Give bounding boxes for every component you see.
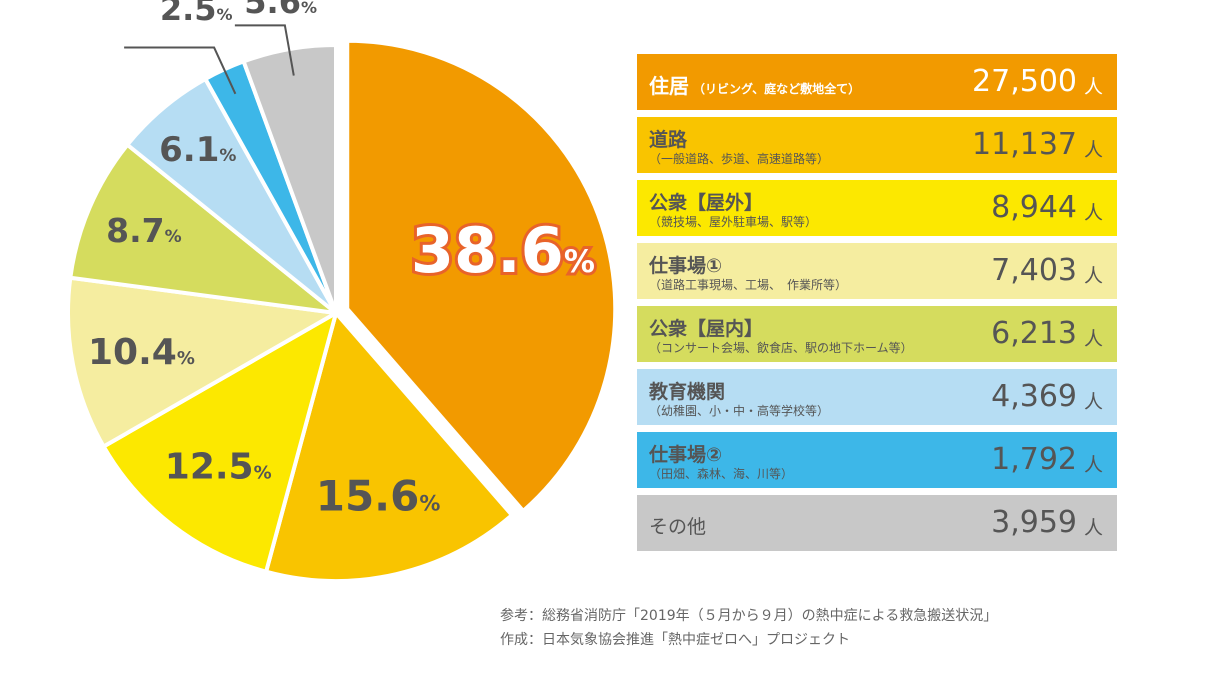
legend-name: 住居 （リビング、庭など敷地全て） — [649, 74, 861, 98]
legend-name: 仕事場① — [649, 255, 723, 277]
pie-chart: 38.6% 15.6% 12.5% 10.4% 8.7% 6.1% 2.5% 5.6% — [66, 0, 618, 583]
legend-desc: （幼稚園、小・中・高等学校等） — [649, 404, 830, 418]
source-note: 参考：総務省消防庁「2019年（５月から９月）の熱中症による救急搬送状況」 — [500, 608, 998, 624]
legend-desc: （リビング、庭など敷地全て） — [693, 82, 861, 96]
legend-name: 公衆【屋内】 — [649, 318, 764, 340]
legend-unit: 人 — [1083, 76, 1103, 98]
legend-name: 教育機関 — [649, 381, 726, 403]
legend-table: 住居 （リビング、庭など敷地全て） 27,500 人 道路 （一般道路、歩道、高速… — [637, 54, 1117, 558]
legend-unit: 人 — [1083, 391, 1103, 413]
legend-name: 仕事場② — [649, 444, 723, 466]
legend-count: 8,944 — [991, 190, 1077, 225]
legend-row-jukyo: 住居 （リビング、庭など敷地全て） 27,500 人 — [637, 54, 1117, 110]
legend-unit: 人 — [1083, 202, 1103, 224]
legend-row-shigotoba-1: 仕事場① （道路工事現場、工場、 作業所等） 7,403 人 — [637, 243, 1117, 299]
legend-desc: （コンサート会場、飲食店、駅の地下ホーム等） — [649, 341, 913, 355]
legend-count: 3,959 — [991, 505, 1077, 540]
legend-unit: 人 — [1083, 517, 1103, 539]
pie-slice — [66, 275, 343, 450]
legend-row-shigotoba-2: 仕事場② （田畑、森林、海、川等） 1,792 人 — [637, 432, 1117, 488]
pie-slice — [345, 38, 618, 514]
legend-count: 11,137 — [972, 127, 1077, 162]
author-note: 作成：日本気象協会推進「熱中症ゼロへ」プロジェクト — [500, 632, 850, 648]
legend-unit: 人 — [1083, 139, 1103, 161]
pie-slice-label: 2.5% — [160, 0, 233, 28]
legend-count: 7,403 — [991, 253, 1077, 288]
legend-unit: 人 — [1083, 328, 1103, 350]
leader-line — [124, 46, 237, 95]
pie-slice — [68, 141, 343, 316]
legend-name: 道路 — [649, 129, 688, 151]
legend-desc: （競技場、屋外駐車場、駅等） — [649, 215, 818, 229]
pie-slice-label: 10.4% — [88, 332, 195, 373]
legend-row-koshu-okugai: 公衆【屋外】 （競技場、屋外駐車場、駅等） 8,944 人 — [637, 180, 1117, 236]
legend-desc: （一般道路、歩道、高速道路等） — [649, 152, 830, 166]
legend-desc: （道路工事現場、工場、 作業所等） — [649, 278, 848, 292]
legend-row-sonota: その他 3,959 人 — [637, 495, 1117, 551]
legend-name: 公衆【屋外】 — [649, 192, 764, 214]
legend-count: 27,500 — [972, 64, 1077, 99]
legend-row-kyoiku: 教育機関 （幼稚園、小・中・高等学校等） 4,369 人 — [637, 369, 1117, 425]
legend-name: その他 — [649, 516, 707, 538]
legend-count: 4,369 — [991, 379, 1077, 414]
source-notes: 参考：総務省消防庁「2019年（５月から９月）の熱中症による救急搬送状況」 作成… — [500, 604, 997, 652]
pie-slice — [100, 308, 340, 575]
pie-slice-label: 12.5% — [165, 446, 272, 487]
pie-slice-label: 15.6% — [316, 472, 441, 521]
pie-slice-label: 38.6% — [411, 214, 595, 287]
pie-slice-label: 8.7% — [106, 211, 182, 250]
legend-count: 6,213 — [991, 316, 1077, 351]
pie-slice-label: 5.6% — [244, 0, 317, 21]
legend-row-doro: 道路 （一般道路、歩道、高速道路等） 11,137 人 — [637, 117, 1117, 173]
legend-unit: 人 — [1083, 265, 1103, 287]
legend-desc: （田畑、森林、海、川等） — [649, 467, 794, 481]
legend-row-koshu-okunai: 公衆【屋内】 （コンサート会場、飲食店、駅の地下ホーム等） 6,213 人 — [637, 306, 1117, 362]
legend-count: 1,792 — [991, 442, 1077, 477]
leader-line — [234, 24, 295, 76]
pie-slice — [263, 308, 515, 583]
pie-slice-label: 6.1% — [159, 130, 236, 170]
legend-unit: 人 — [1083, 454, 1103, 476]
